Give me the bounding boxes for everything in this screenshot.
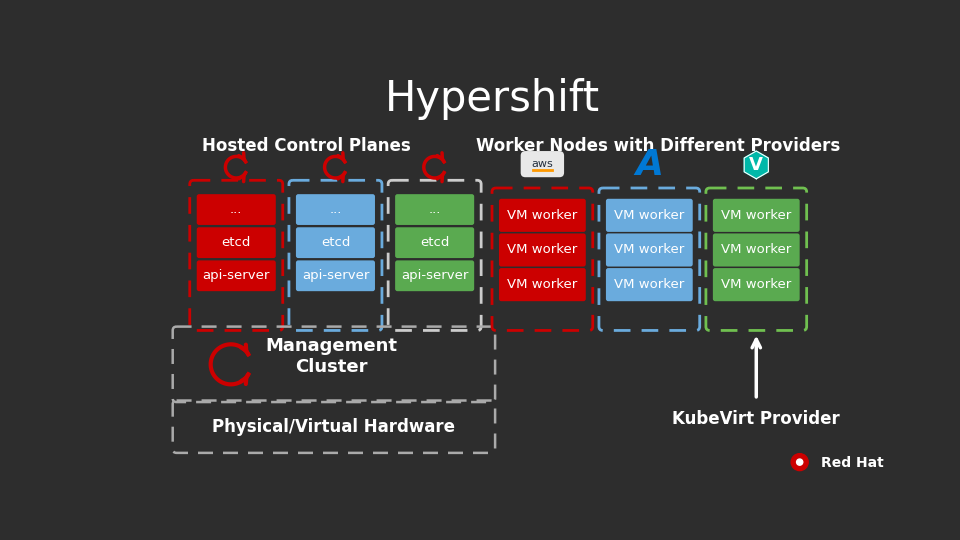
Text: etcd: etcd [222, 236, 251, 249]
Circle shape [797, 459, 803, 465]
FancyBboxPatch shape [499, 268, 586, 301]
FancyBboxPatch shape [499, 233, 586, 267]
FancyBboxPatch shape [713, 268, 800, 301]
Text: V: V [750, 156, 763, 174]
Text: VM worker: VM worker [507, 278, 578, 291]
Text: VM worker: VM worker [721, 244, 791, 256]
FancyBboxPatch shape [606, 233, 693, 267]
Text: KubeVirt Provider: KubeVirt Provider [672, 410, 840, 428]
FancyBboxPatch shape [499, 199, 586, 232]
FancyBboxPatch shape [713, 199, 800, 232]
FancyBboxPatch shape [396, 227, 474, 258]
Text: api-server: api-server [301, 269, 370, 282]
FancyBboxPatch shape [396, 260, 474, 291]
Text: Management
Cluster: Management Cluster [266, 337, 397, 376]
FancyBboxPatch shape [296, 194, 375, 225]
Text: VM worker: VM worker [507, 209, 578, 222]
Polygon shape [744, 151, 768, 179]
Text: aws: aws [532, 159, 553, 169]
Text: Hypershift: Hypershift [384, 78, 600, 120]
Text: etcd: etcd [420, 236, 449, 249]
Text: ...: ... [329, 203, 342, 216]
Text: Red Hat: Red Hat [822, 456, 884, 470]
Text: VM worker: VM worker [721, 278, 791, 291]
Text: VM worker: VM worker [614, 278, 684, 291]
FancyBboxPatch shape [713, 233, 800, 267]
Circle shape [791, 454, 808, 470]
Text: VM worker: VM worker [507, 244, 578, 256]
FancyBboxPatch shape [296, 260, 375, 291]
FancyBboxPatch shape [606, 268, 693, 301]
Text: Physical/Virtual Hardware: Physical/Virtual Hardware [212, 418, 455, 436]
Text: VM worker: VM worker [721, 209, 791, 222]
FancyBboxPatch shape [520, 151, 564, 177]
Text: ...: ... [428, 203, 441, 216]
FancyBboxPatch shape [197, 227, 276, 258]
FancyBboxPatch shape [296, 227, 375, 258]
Text: api-server: api-server [401, 269, 468, 282]
Text: api-server: api-server [203, 269, 270, 282]
FancyBboxPatch shape [197, 194, 276, 225]
FancyBboxPatch shape [606, 199, 693, 232]
FancyBboxPatch shape [197, 260, 276, 291]
Text: Hosted Control Planes: Hosted Control Planes [202, 137, 410, 154]
Text: A: A [636, 148, 663, 182]
Text: Worker Nodes with Different Providers: Worker Nodes with Different Providers [476, 137, 841, 154]
Text: VM worker: VM worker [614, 244, 684, 256]
Text: VM worker: VM worker [614, 209, 684, 222]
Text: etcd: etcd [321, 236, 350, 249]
FancyBboxPatch shape [396, 194, 474, 225]
Text: ...: ... [230, 203, 243, 216]
